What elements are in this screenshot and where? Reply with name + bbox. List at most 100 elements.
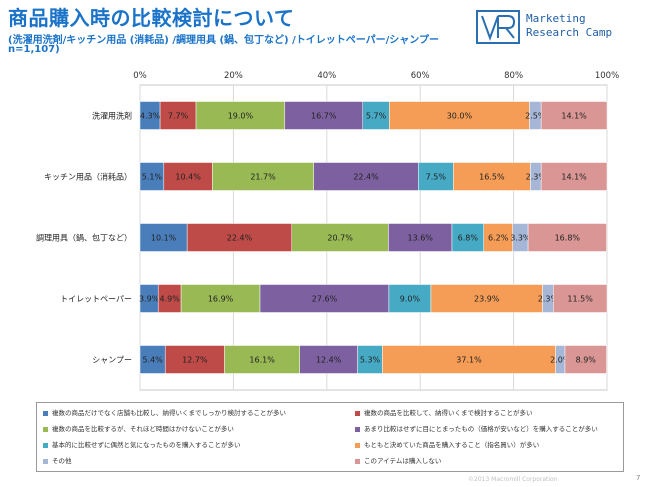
brand-logo: Marketing Research Camp [476,10,642,46]
legend-label: このアイテムは購入しない [364,457,442,465]
x-tick-label: 80% [504,71,523,81]
bar-segment [540,101,608,130]
legend-item: その他 [43,456,72,466]
legend-label: 複数の商品だけでなく店舗も比較し、納得いくまでしっかり検討することが多い [52,409,286,417]
data-label: 13.6% [407,234,433,243]
legend-item: 複数の商品を比較して、納得いくまで検討することが多い [355,408,532,418]
bar-segment [313,162,419,191]
x-tick-label: 100% [595,71,619,81]
data-label: 14.1% [561,112,587,121]
bar-segment [299,345,358,374]
stacked-bar-chart: 0% 20% 40% 60% 80% 100% 洗濯用洗剤 4.3% 7.7% 19.0% 16.7… [36,71,619,391]
data-label: 23.9% [474,295,500,304]
legend-swatch [355,458,360,464]
legend-item: 複数の商品を比較するが、それほど時間はかけないことが多い [43,424,234,434]
data-label: 2.0% [550,356,571,365]
data-label: 10.4% [175,173,201,182]
data-label: 6.8% [458,234,479,243]
bar-segment [212,162,314,191]
data-label: 4.9% [159,295,180,304]
x-tick-label: 60% [411,71,430,81]
data-label: 2.5% [525,112,546,121]
page-subtitle: (洗濯用洗剤/キッチン用品 (消耗品) /調理用具 (鍋、包丁など) /トイレッ… [8,35,439,46]
bar-segment [180,284,261,313]
bar-segment [224,345,300,374]
data-label: 16.9% [208,295,234,304]
data-label: 5.1% [142,173,163,182]
legend-swatch [355,442,360,448]
data-label: 10.1% [151,234,177,243]
legend-item: あまり比較はせずに目にとまったもの（価格が安いなど）を購入することが多い [355,424,598,434]
bar-segment [553,284,608,313]
legend-item: もともと決めていた商品を購入すること（指名買い）が多い [355,440,539,450]
legend-swatch [43,426,48,432]
bar-segment [291,223,389,252]
legend-item: 複数の商品だけでなく店舗も比較し、納得いくまでしっかり検討することが多い [43,408,286,418]
data-label: 4.3% [140,112,161,121]
data-label: 22.4% [353,173,379,182]
data-label: 11.5% [567,295,593,304]
brand-logo-line1: Marketing [526,12,586,25]
legend-swatch [355,426,360,432]
x-tick-label: 0% [133,71,147,81]
data-label: 8.9% [576,356,597,365]
x-tick-label: 40% [317,71,336,81]
bar-segment [382,345,556,374]
data-label: 16.7% [311,112,337,121]
data-label: 12.4% [316,356,342,365]
data-label: 21.7% [250,173,276,182]
category-label: キッチン用品（消耗品） [44,172,132,182]
data-label: 2.3% [526,173,547,182]
chart-legend: 複数の商品だけでなく店舗も比較し、納得いくまでしっかり検討することが多い 複数の商… [36,402,624,472]
category-label: トイレットペーパー [60,295,132,304]
category-label: シャンプー [92,356,132,365]
data-label: 5.7% [366,112,387,121]
legend-swatch [355,410,360,416]
bar-segment [139,223,188,252]
data-label: 37.1% [456,356,482,365]
bar-segment [451,223,484,252]
bar-segment [388,284,432,313]
legend-swatch [43,442,48,448]
data-label: 12.7% [182,356,208,365]
legend-label: 複数の商品を比較するが、それほど時間はかけないことが多い [52,425,234,433]
data-label: 16.8% [555,234,581,243]
data-label: 7.5% [426,173,447,182]
brand-logo-text: Marketing Research Camp [526,12,612,40]
data-label: 2.3% [538,295,559,304]
x-tick-label: 20% [224,71,243,81]
bar-segment [540,162,608,191]
data-label: 20.7% [327,234,353,243]
legend-swatch [43,458,48,464]
data-label: 22.4% [227,234,253,243]
category-label: 洗濯用洗剤 [92,111,132,121]
legend-item: 基本的に比較せずに偶然と気になったものを購入することが多い [43,440,241,450]
brand-logo-mark [476,10,520,44]
legend-label: 基本的に比較せずに偶然と気になったものを購入することが多い [52,441,241,449]
page-number: 7 [636,474,641,482]
data-label: 16.5% [479,173,505,182]
bar-segment [453,162,531,191]
brand-logo-line2: Research Camp [526,26,613,39]
data-label: 27.6% [312,295,338,304]
data-label: 19.0% [228,112,254,121]
data-label: 6.2% [488,234,509,243]
data-label: 14.1% [561,173,587,182]
bar-segment [362,101,390,130]
bar-segment [388,223,453,252]
legend-swatch [43,410,48,416]
bar-segment [389,101,530,130]
bar-segment [483,223,513,252]
data-label: 5.3% [360,356,381,365]
bar-segment [186,223,293,252]
legend-item: このアイテムは購入しない [355,456,441,466]
page-title: 商品購入時の比較検討について [8,6,295,30]
data-label: 5.4% [142,356,163,365]
category-label: 調理用具（鍋、包丁など） [36,233,132,243]
data-label: 9.0% [400,295,421,304]
legend-label: 複数の商品を比較して、納得いくまで検討することが多い [364,409,533,417]
bar-segment [284,101,364,130]
legend-label: その他 [52,457,72,465]
legend-label: もともと決めていた商品を購入すること（指名買い）が多い [364,441,540,449]
legend-label: あまり比較はせずに目にとまったもの（価格が安いなど）を購入することが多い [364,425,598,433]
